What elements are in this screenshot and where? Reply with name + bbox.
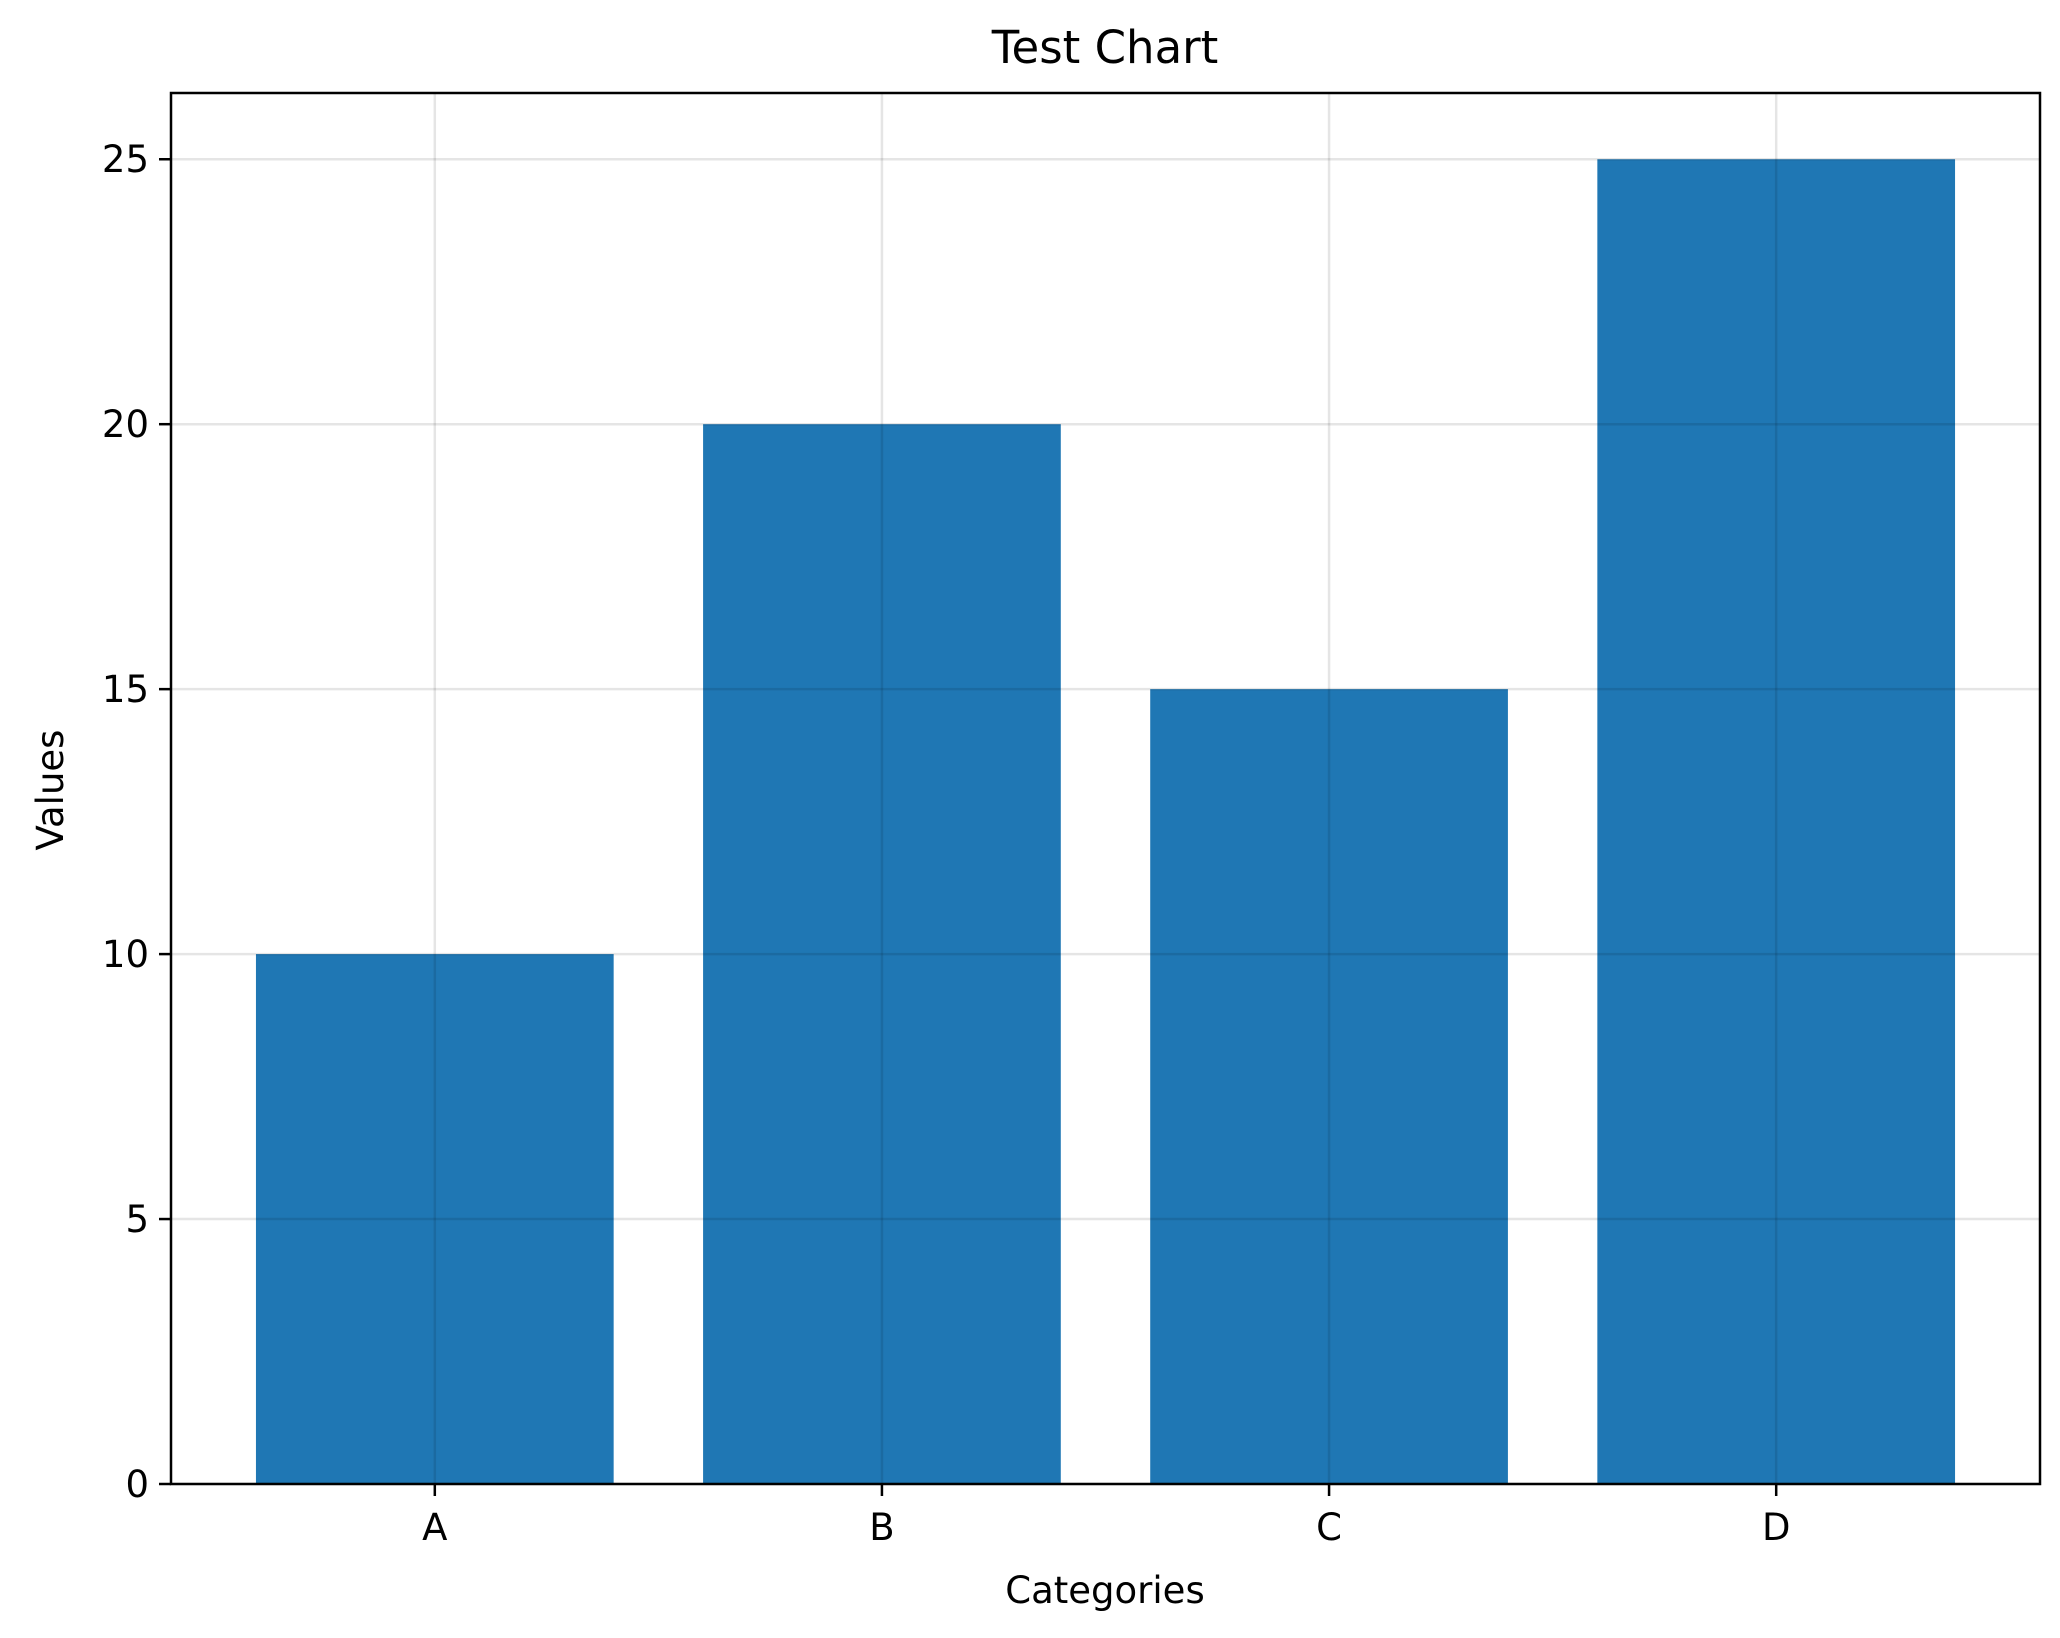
- y-tick-label-20: 20: [102, 403, 149, 446]
- bar-c: [1150, 689, 1508, 1484]
- x-tick-label-d: D: [1762, 1506, 1791, 1549]
- x-tick-label-b: B: [869, 1506, 894, 1549]
- chart-title: Test Chart: [991, 21, 1219, 74]
- bar-a: [255, 954, 614, 1484]
- y-tick-label-5: 5: [125, 1198, 149, 1241]
- ticks-layer: 0 5 10 15 20 25 A B C D: [102, 138, 1791, 1549]
- x-axis-label: Categories: [1005, 1569, 1204, 1612]
- x-tick-label-c: C: [1316, 1506, 1342, 1549]
- grid-layer: [171, 93, 2040, 1486]
- bar-b: [703, 424, 1061, 1485]
- bars-layer: [255, 159, 1956, 1485]
- plot-frame: [169, 91, 2042, 1486]
- y-tick-label-10: 10: [102, 933, 149, 976]
- bar-d: [1597, 159, 1956, 1485]
- y-axis-label: Values: [29, 730, 72, 851]
- y-tick-label-0: 0: [125, 1463, 149, 1506]
- y-tick-label-25: 25: [102, 138, 149, 181]
- y-tick-label-15: 15: [102, 668, 149, 711]
- x-tick-label-a: A: [422, 1506, 447, 1549]
